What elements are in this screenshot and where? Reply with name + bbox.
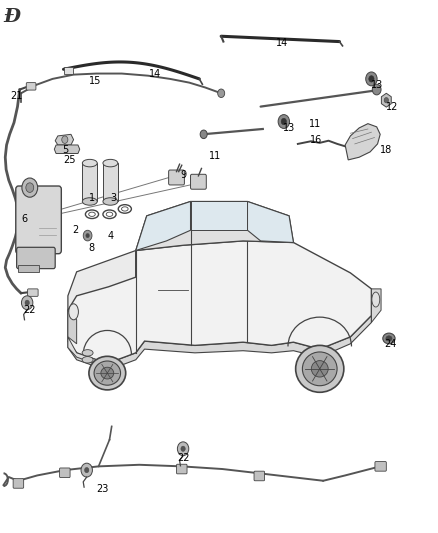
Text: 8: 8 — [88, 243, 94, 253]
Text: 13: 13 — [283, 123, 295, 133]
Circle shape — [81, 463, 92, 477]
Circle shape — [372, 84, 381, 95]
FancyBboxPatch shape — [191, 174, 206, 189]
Text: 14: 14 — [276, 38, 289, 47]
Text: 6: 6 — [21, 214, 27, 223]
Text: 9: 9 — [180, 170, 186, 180]
Polygon shape — [68, 241, 371, 364]
Ellipse shape — [302, 352, 337, 386]
Ellipse shape — [69, 304, 78, 320]
Circle shape — [62, 136, 68, 143]
FancyBboxPatch shape — [17, 247, 55, 269]
Text: 22: 22 — [177, 454, 189, 463]
Text: 18: 18 — [380, 146, 392, 155]
Polygon shape — [345, 124, 380, 160]
FancyBboxPatch shape — [16, 186, 61, 254]
Polygon shape — [136, 201, 191, 251]
Text: 14: 14 — [149, 69, 162, 78]
Ellipse shape — [383, 333, 395, 344]
Circle shape — [86, 233, 89, 238]
Polygon shape — [54, 145, 80, 154]
Polygon shape — [68, 337, 107, 368]
Polygon shape — [136, 201, 293, 251]
Circle shape — [85, 467, 89, 473]
Text: 15: 15 — [89, 76, 102, 86]
Circle shape — [83, 230, 92, 241]
FancyBboxPatch shape — [60, 468, 70, 478]
Ellipse shape — [311, 361, 328, 377]
Text: 13: 13 — [371, 80, 384, 90]
Text: 12: 12 — [386, 102, 398, 111]
Text: 25: 25 — [63, 155, 75, 165]
Text: 2: 2 — [72, 225, 78, 235]
Circle shape — [26, 183, 34, 192]
FancyBboxPatch shape — [103, 163, 118, 201]
Text: 22: 22 — [24, 305, 36, 315]
FancyBboxPatch shape — [177, 464, 187, 474]
Text: 5: 5 — [62, 146, 68, 155]
Text: 4: 4 — [107, 231, 113, 240]
Text: 16: 16 — [310, 135, 322, 144]
Ellipse shape — [372, 292, 380, 307]
Circle shape — [366, 72, 377, 86]
FancyBboxPatch shape — [375, 462, 386, 471]
FancyBboxPatch shape — [254, 471, 265, 481]
Ellipse shape — [82, 350, 93, 356]
Text: 1: 1 — [89, 193, 95, 203]
Circle shape — [22, 178, 38, 197]
Ellipse shape — [101, 367, 114, 379]
Polygon shape — [68, 310, 77, 344]
Text: 24: 24 — [385, 339, 397, 349]
FancyBboxPatch shape — [64, 67, 73, 74]
Circle shape — [25, 300, 29, 305]
Circle shape — [278, 115, 290, 128]
Circle shape — [177, 442, 189, 456]
Circle shape — [218, 89, 225, 98]
Text: 11: 11 — [309, 119, 321, 128]
Ellipse shape — [82, 198, 97, 205]
Ellipse shape — [82, 357, 93, 363]
Circle shape — [384, 98, 389, 103]
FancyBboxPatch shape — [18, 265, 39, 272]
Text: Ð: Ð — [4, 8, 21, 26]
Polygon shape — [191, 201, 247, 230]
Ellipse shape — [386, 336, 392, 341]
Text: 21: 21 — [11, 91, 23, 101]
Circle shape — [281, 118, 286, 125]
Text: 11: 11 — [208, 151, 221, 160]
FancyBboxPatch shape — [26, 83, 36, 90]
Circle shape — [369, 76, 374, 82]
FancyBboxPatch shape — [82, 163, 97, 201]
FancyBboxPatch shape — [28, 289, 38, 296]
FancyBboxPatch shape — [169, 170, 184, 185]
Text: 3: 3 — [110, 193, 116, 203]
Ellipse shape — [103, 198, 118, 205]
Text: 23: 23 — [97, 484, 109, 494]
Polygon shape — [55, 134, 74, 145]
Ellipse shape — [103, 159, 118, 167]
Ellipse shape — [82, 159, 97, 167]
Polygon shape — [371, 289, 381, 322]
Ellipse shape — [94, 361, 120, 385]
Polygon shape — [68, 251, 136, 310]
Polygon shape — [68, 316, 371, 370]
Polygon shape — [247, 201, 293, 243]
Ellipse shape — [296, 345, 344, 392]
Circle shape — [200, 130, 207, 139]
Ellipse shape — [89, 356, 126, 390]
Circle shape — [181, 446, 185, 451]
Circle shape — [21, 296, 33, 310]
FancyBboxPatch shape — [13, 479, 24, 488]
